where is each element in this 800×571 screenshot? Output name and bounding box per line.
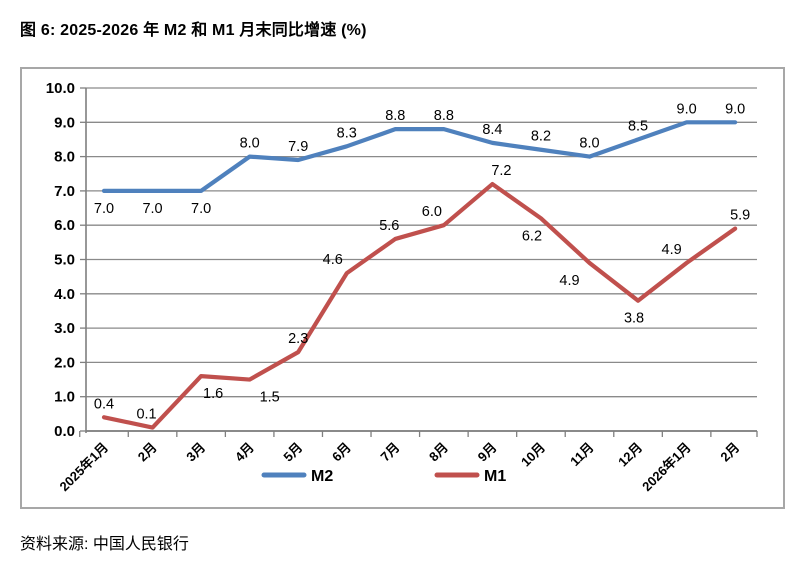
source-note: 资料来源: 中国人民银行 [20,536,189,553]
x-axis-label: 2月 [135,440,160,465]
y-axis-label: 9.0 [54,114,75,131]
x-axis-label: 8月 [426,440,451,465]
x-axis-label: 3月 [183,440,208,465]
m1-data-label: 1.6 [203,386,223,402]
m2-data-label: 9.0 [725,101,745,117]
m2-data-label: 8.0 [240,136,260,152]
x-axis-label: 2月 [717,440,742,465]
x-axis-label: 12月 [615,440,645,470]
m2-data-label: 8.8 [385,108,405,124]
m1-data-label: 4.6 [323,252,343,268]
x-axis-label: 9月 [475,440,500,465]
m1-data-label: 6.0 [422,204,442,220]
m1-data-label: 2.3 [288,331,308,347]
y-axis-label: 1.0 [54,389,75,406]
m1-data-label: 5.9 [730,208,750,224]
y-axis-label: 5.0 [54,252,75,269]
m2-line [101,120,738,194]
x-axis-label: 6月 [329,440,354,465]
m1-data-label: 1.5 [260,390,280,406]
y-axis-label: 2.0 [54,354,75,371]
m2-data-label: 8.5 [628,118,648,134]
m1-data-label: 5.6 [379,218,399,234]
m1-data-label: 0.4 [94,396,114,412]
x-axis-label: 2026年1月 [639,440,694,495]
m1-data-label: 7.2 [491,163,511,179]
m2-data-label: 7.0 [94,201,114,217]
legend-label-m1: M1 [484,468,506,485]
m2-data-label: 8.4 [482,122,502,138]
m2-data-label: 7.0 [191,201,211,217]
x-axis-label: 2025年1月 [57,440,112,495]
m1-data-label: 6.2 [522,228,542,244]
line-chart: 0.0 1.0 2.0 3.0 4.0 5.0 6.0 7.0 8.0 9.0 10.0 2025年1… [46,80,758,495]
x-axis-label: 10月 [518,440,548,470]
m2-data-label: 8.3 [337,125,357,141]
x-axis-label: 11月 [567,440,597,470]
legend-label-m2: M2 [311,468,333,485]
x-axis-label: 7月 [378,440,403,465]
m1-line [101,181,738,430]
m2-data-label: 9.0 [677,101,697,117]
y-axis-label: 6.0 [54,217,75,234]
m2-data-label: 7.0 [142,201,162,217]
y-axis-label: 4.0 [54,286,75,303]
y-axis-label: 0.0 [54,423,75,440]
m2-data-label: 8.8 [434,108,454,124]
m1-data-label: 4.9 [662,242,682,258]
m1-data-label: 0.1 [136,407,156,423]
x-axis-label: 4月 [232,440,257,465]
y-axis-label: 3.0 [54,320,75,337]
m2-data-label: 8.2 [531,129,551,145]
m2-data-label: 8.0 [579,136,599,152]
m1-data-label: 4.9 [559,273,579,289]
chart-container: 0.0 1.0 2.0 3.0 4.0 5.0 6.0 7.0 8.0 9.0 10.0 2025年1… [20,67,785,509]
y-axis-label: 8.0 [54,149,75,166]
chart-title: 图 6: 2025-2026 年 M2 和 M1 月末同比增速 (%) [20,22,367,39]
m1-data-label: 3.8 [624,311,644,327]
y-axis-label: 10.0 [46,80,75,97]
x-axis-label: 5月 [280,440,305,465]
m2-data-label: 7.9 [288,139,308,155]
y-axis-label: 7.0 [54,183,75,200]
